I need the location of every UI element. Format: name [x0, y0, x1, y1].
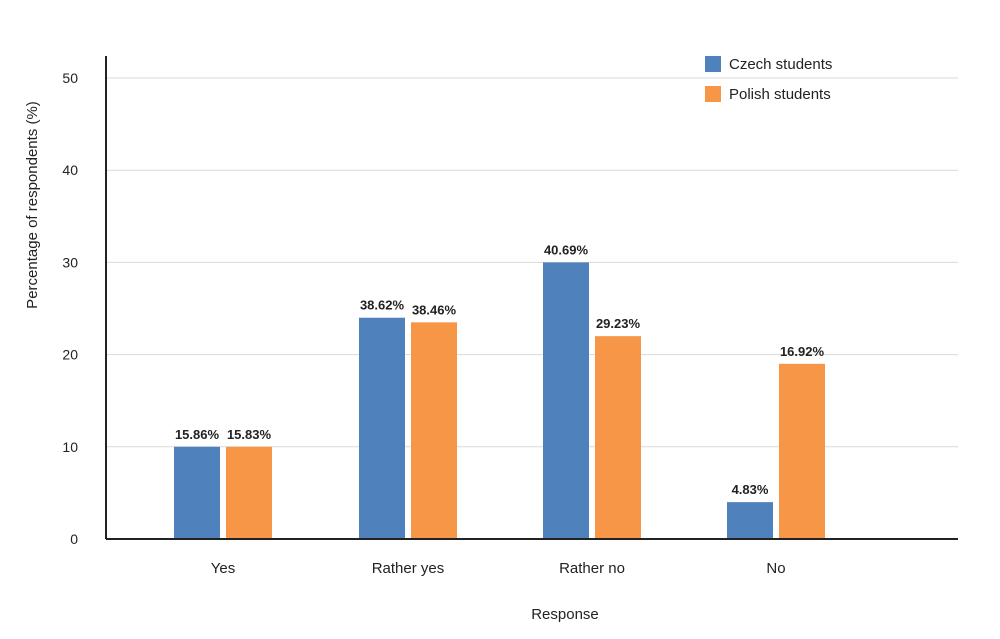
data-labels: 15.86% 15.83% 38.62% 38.46% 40.69% 29.23% 4.83…: [175, 242, 825, 497]
x-tick-label: No: [766, 560, 785, 577]
y-axis-title: Percentage of respondents (%): [24, 101, 41, 309]
bar: [595, 336, 641, 539]
x-tick-label: Rather no: [559, 560, 625, 577]
y-tick-label: 0: [70, 531, 78, 547]
bars: [174, 262, 825, 539]
axes: [105, 56, 958, 540]
legend-swatch: [705, 56, 721, 72]
data-label: 38.62%: [360, 298, 405, 313]
legend: Czech students Polish students: [705, 56, 832, 103]
bar: [727, 502, 773, 539]
bar: [226, 446, 272, 539]
y-tick-label: 30: [62, 254, 78, 270]
gridlines: [106, 77, 958, 448]
bar: [174, 446, 220, 539]
bar: [779, 363, 825, 539]
data-label: 4.83%: [732, 482, 769, 497]
y-tick-label: 20: [62, 347, 78, 363]
y-tick-label: 50: [62, 70, 78, 86]
data-label: 15.83%: [227, 427, 272, 442]
data-label: 15.86%: [175, 427, 220, 442]
bar: [411, 322, 457, 539]
x-tick-label: Rather yes: [372, 560, 445, 577]
bar: [359, 317, 405, 539]
y-tick-label: 40: [62, 162, 78, 178]
legend-label: Polish students: [729, 86, 831, 103]
data-label: 38.46%: [412, 302, 457, 317]
x-tick-label: Yes: [211, 560, 235, 577]
x-tick-labels: Yes Rather yes Rather no No: [211, 560, 786, 577]
legend-label: Czech students: [729, 56, 832, 73]
x-axis-title: Response: [531, 606, 599, 623]
bar: [543, 262, 589, 539]
data-label: 29.23%: [596, 316, 641, 331]
y-tick-label: 10: [62, 439, 78, 455]
data-label: 40.69%: [544, 242, 589, 257]
y-tick-labels: 0 10 20 30 40 50: [62, 70, 78, 547]
legend-swatch: [705, 86, 721, 102]
data-label: 16.92%: [780, 344, 825, 359]
